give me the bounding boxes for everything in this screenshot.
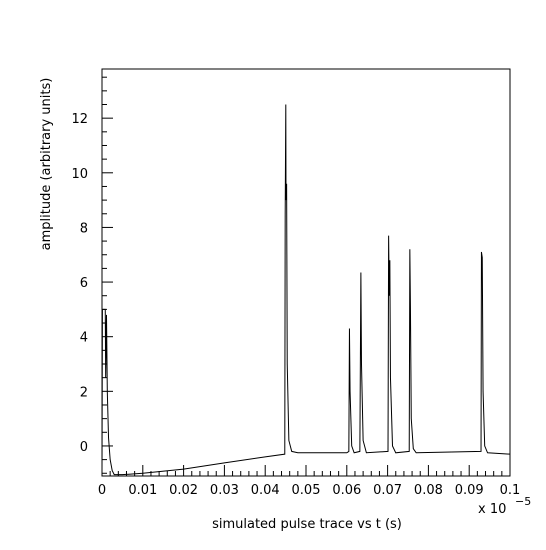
- x-axis-multiplier-exponent: −5: [515, 495, 531, 508]
- series-line: [101, 104, 511, 476]
- y-tick-label: 6: [80, 276, 88, 291]
- y-tick-label: 12: [71, 112, 88, 127]
- y-tick-label: 4: [80, 331, 88, 346]
- x-axis-tick-labels: 0 0.01 0.02 0.03 0.04 0.05 0.06 0.07 0.08 0.09 0.1: [98, 483, 520, 498]
- x-axis-multiplier: x 10: [478, 502, 506, 517]
- y-tick-label: 2: [80, 385, 88, 400]
- x-tick-label: 0.07: [373, 483, 402, 498]
- x-axis-title: simulated pulse trace vs t (s): [212, 517, 402, 532]
- x-tick-label: 0.01: [128, 483, 157, 498]
- y-tick-label: 0: [80, 440, 88, 455]
- x-tick-label: 0.1: [500, 483, 521, 498]
- x-tick-label: 0.03: [210, 483, 239, 498]
- y-tick-label: 10: [71, 167, 88, 182]
- x-tick-label: 0.08: [414, 483, 443, 498]
- x-tick-label: 0.09: [455, 483, 484, 498]
- y-axis-ticks: [102, 76, 113, 474]
- x-tick-label: 0.05: [292, 483, 321, 498]
- x-tick-label: 0.04: [251, 483, 280, 498]
- y-axis-title: amplitude (arbitrary units): [39, 78, 54, 251]
- x-tick-label: 0.02: [169, 483, 198, 498]
- x-axis-ticks: [101, 465, 511, 476]
- y-axis-tick-labels: 0 2 4 6 8 10 12: [71, 112, 88, 455]
- x-tick-label: 0.06: [332, 483, 361, 498]
- plot-frame: [101, 68, 511, 477]
- y-tick-label: 8: [80, 221, 88, 236]
- x-tick-label: 0: [98, 483, 106, 498]
